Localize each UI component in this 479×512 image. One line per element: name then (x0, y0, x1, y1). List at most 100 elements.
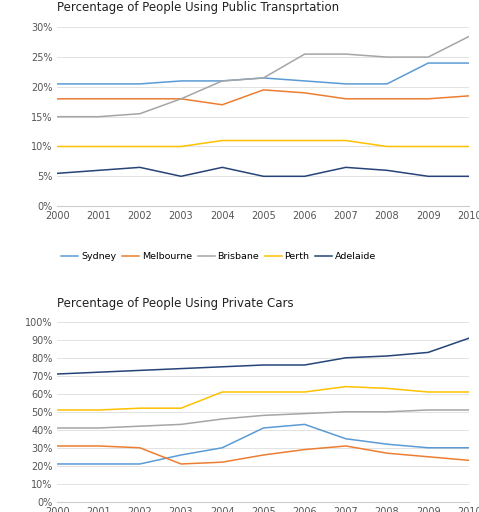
Brisbane (96, 114, 102, 120)
Sydney (467, 445, 472, 451)
Brisbane (467, 33, 472, 39)
Melbourne (55, 443, 60, 449)
Perth (96, 143, 102, 150)
Text: Percentage of People Using Public Transprtation: Percentage of People Using Public Transp… (57, 1, 340, 14)
Perth (137, 405, 143, 411)
Brisbane (178, 96, 184, 102)
Melbourne (425, 454, 431, 460)
Line: Melbourne: Melbourne (57, 90, 469, 105)
Brisbane (467, 407, 472, 413)
Brisbane (425, 407, 431, 413)
Sydney (96, 461, 102, 467)
Line: Adelaide: Adelaide (57, 167, 469, 176)
Melbourne (425, 96, 431, 102)
Perth (384, 143, 390, 150)
Sydney (261, 425, 266, 431)
Brisbane (343, 51, 349, 57)
Adelaide (137, 164, 143, 170)
Perth (178, 143, 184, 150)
Adelaide (55, 371, 60, 377)
Perth (302, 137, 308, 143)
Brisbane (261, 75, 266, 81)
Perth (343, 137, 349, 143)
Melbourne (384, 450, 390, 456)
Brisbane (384, 54, 390, 60)
Perth (425, 389, 431, 395)
Adelaide (467, 335, 472, 341)
Adelaide (343, 164, 349, 170)
Adelaide (137, 367, 143, 373)
Sydney (55, 81, 60, 87)
Sydney (343, 436, 349, 442)
Melbourne (261, 87, 266, 93)
Adelaide (261, 173, 266, 179)
Sydney (96, 81, 102, 87)
Brisbane (137, 423, 143, 429)
Line: Sydney: Sydney (57, 424, 469, 464)
Perth (261, 137, 266, 143)
Brisbane (178, 421, 184, 428)
Brisbane (261, 412, 266, 418)
Adelaide (425, 173, 431, 179)
Sydney (302, 421, 308, 428)
Adelaide (302, 362, 308, 368)
Sydney (55, 461, 60, 467)
Brisbane (219, 78, 225, 84)
Adelaide (467, 173, 472, 179)
Sydney (219, 445, 225, 451)
Perth (302, 389, 308, 395)
Sydney (384, 441, 390, 447)
Melbourne (302, 90, 308, 96)
Perth (425, 143, 431, 150)
Brisbane (425, 54, 431, 60)
Brisbane (302, 411, 308, 417)
Melbourne (343, 443, 349, 449)
Sydney (219, 78, 225, 84)
Line: Perth: Perth (57, 387, 469, 410)
Perth (55, 143, 60, 150)
Sydney (261, 75, 266, 81)
Perth (219, 137, 225, 143)
Adelaide (343, 355, 349, 361)
Adelaide (219, 364, 225, 370)
Line: Brisbane: Brisbane (57, 410, 469, 428)
Sydney (425, 445, 431, 451)
Adelaide (384, 353, 390, 359)
Sydney (302, 78, 308, 84)
Brisbane (55, 114, 60, 120)
Perth (467, 389, 472, 395)
Perth (96, 407, 102, 413)
Adelaide (219, 164, 225, 170)
Sydney (384, 81, 390, 87)
Line: Perth: Perth (57, 140, 469, 146)
Melbourne (219, 459, 225, 465)
Melbourne (302, 446, 308, 453)
Melbourne (137, 96, 143, 102)
Brisbane (55, 425, 60, 431)
Line: Sydney: Sydney (57, 63, 469, 84)
Adelaide (178, 366, 184, 372)
Adelaide (178, 173, 184, 179)
Brisbane (96, 425, 102, 431)
Melbourne (343, 96, 349, 102)
Melbourne (467, 93, 472, 99)
Adelaide (384, 167, 390, 174)
Perth (384, 386, 390, 392)
Sydney (137, 461, 143, 467)
Brisbane (302, 51, 308, 57)
Perth (137, 143, 143, 150)
Melbourne (384, 96, 390, 102)
Melbourne (55, 96, 60, 102)
Melbourne (96, 96, 102, 102)
Legend: Sydney, Melbourne, Brisbane, Perth, Adelaide: Sydney, Melbourne, Brisbane, Perth, Adel… (57, 248, 380, 265)
Perth (261, 389, 266, 395)
Perth (55, 407, 60, 413)
Sydney (343, 81, 349, 87)
Melbourne (219, 102, 225, 108)
Melbourne (467, 457, 472, 463)
Sydney (467, 60, 472, 66)
Brisbane (137, 111, 143, 117)
Adelaide (425, 349, 431, 355)
Adelaide (302, 173, 308, 179)
Brisbane (343, 409, 349, 415)
